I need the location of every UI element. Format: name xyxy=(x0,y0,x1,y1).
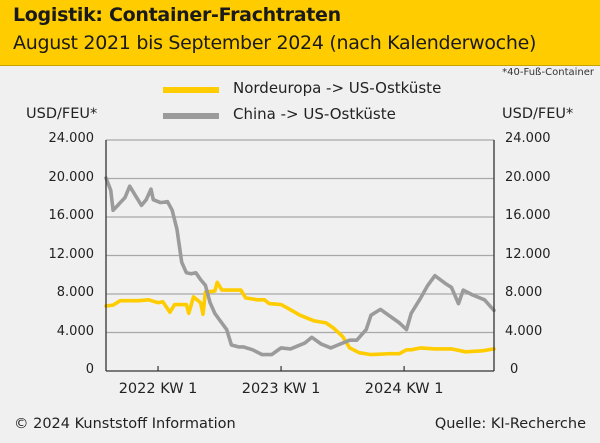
y-tick-label-right: 24.000 xyxy=(505,131,551,146)
chart-title: Logistik: Container-Frachtraten xyxy=(13,4,341,26)
x-tick-label: 2023 KW 1 xyxy=(241,381,321,397)
y-axis-label-right: USD/FEU* xyxy=(502,106,574,122)
y-tick-label-right: 4.000 xyxy=(505,323,543,339)
legend-swatch-china xyxy=(163,113,219,119)
chart-header: Logistik: Container-Frachtraten August 2… xyxy=(0,0,600,66)
y-tick-label-left: 20.000 xyxy=(48,169,95,185)
footnote: *40-Fuß-Container xyxy=(502,67,594,78)
x-tick-label: 2022 KW 1 xyxy=(118,381,198,397)
y-tick-label-left: 24.000 xyxy=(48,131,95,146)
chart-subtitle: August 2021 bis September 2024 (nach Kal… xyxy=(13,32,537,54)
legend-label-china: China -> US-Ostküste xyxy=(233,105,396,123)
y-tick-label-left: 8.000 xyxy=(56,285,94,300)
legend-label-nordeuropa: Nordeuropa -> US-Ostküste xyxy=(233,79,442,97)
y-tick-label-right: 8.000 xyxy=(505,285,543,300)
source: Quelle: KI-Recherche xyxy=(434,416,586,432)
copyright: © 2024 Kunststoff Information xyxy=(14,416,236,432)
y-tick-label-right: 0 xyxy=(510,362,519,377)
series-line-nordeuropa xyxy=(104,280,496,357)
y-tick-label-right: 12.000 xyxy=(505,246,551,262)
y-tick-label-left: 12.000 xyxy=(48,246,95,262)
series-line-china xyxy=(104,176,496,357)
y-tick-label-left: 16.000 xyxy=(48,208,95,223)
y-tick-label-left: 0 xyxy=(85,362,94,377)
y-tick-label-left: 4.000 xyxy=(56,323,94,339)
y-tick-label-right: 16.000 xyxy=(505,208,551,223)
x-tick-label: 2024 KW 1 xyxy=(364,381,444,397)
y-tick-label-right: 20.000 xyxy=(505,169,551,185)
y-axis-label-left: USD/FEU* xyxy=(26,106,98,122)
legend-swatch-nordeuropa xyxy=(163,87,219,93)
